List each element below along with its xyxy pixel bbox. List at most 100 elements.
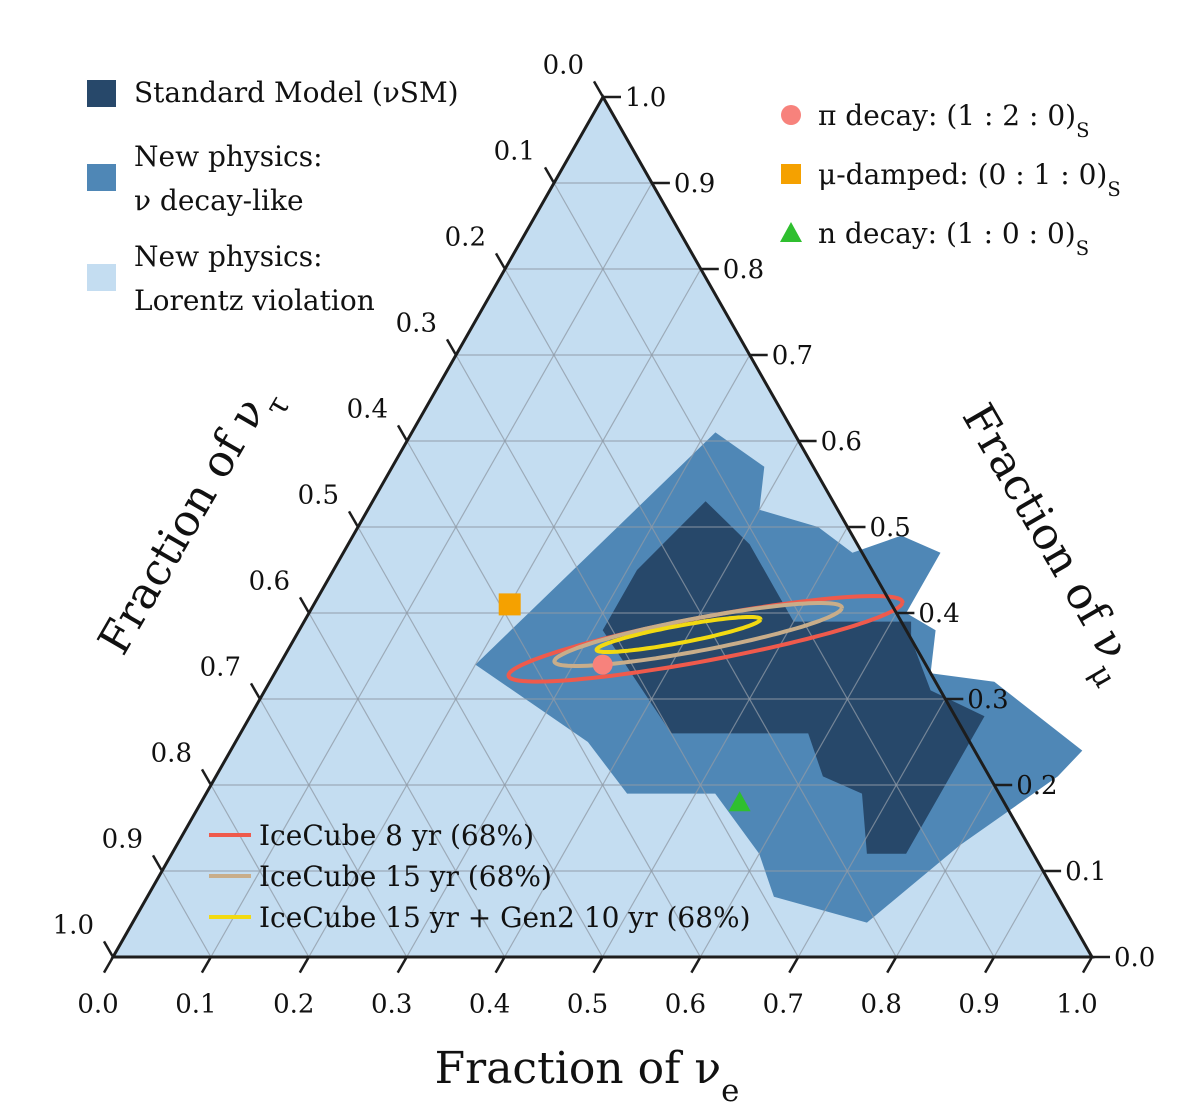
legend-swatch [87, 164, 116, 191]
tick-tau [543, 166, 556, 184]
grid-line-tau [553, 182, 995, 958]
points-layer [498, 593, 751, 812]
tick-label-e: 0.8 [861, 990, 902, 1020]
tick-label-mu: 0.3 [967, 685, 1008, 715]
tick-label-e: 0.0 [77, 990, 118, 1020]
legend-swatch [87, 264, 116, 291]
tick-e [396, 956, 408, 974]
grid-line-e [699, 612, 897, 958]
legend-label-contour: IceCube 15 yr (68%) [259, 860, 552, 893]
grid-line-e [895, 784, 995, 958]
grid-layer [161, 182, 1044, 958]
contour-icecube-15-yr-68- [552, 601, 844, 668]
legend-swatch [87, 80, 116, 107]
tick-label-e: 0.7 [763, 990, 804, 1020]
tick-label-mu: 0.6 [821, 427, 862, 457]
tick-e [1081, 956, 1094, 974]
tick-label-mu: 0.0 [1114, 943, 1155, 973]
grid-line-e [406, 354, 751, 958]
tick-label-mu: 0.7 [772, 341, 813, 371]
tick-label-tau: 0.6 [249, 566, 290, 596]
tick-e [886, 956, 898, 974]
legend-label-point: n decay: (1 : 0 : 0)S [818, 217, 1089, 260]
region-standard-model-sm- [602, 501, 985, 854]
tick-label-tau: 0.7 [200, 652, 241, 682]
legend-label-point: π decay: (1 : 2 : 0)S [818, 99, 1090, 142]
legend-label-contour: IceCube 8 yr (68%) [259, 819, 534, 852]
tick-e [592, 956, 604, 974]
tick-label-e: 0.4 [469, 990, 510, 1020]
legend-layer: Standard Model (νSM) New physics: ν decay-… [87, 76, 1121, 934]
tick-e [494, 956, 506, 974]
grid-line-tau [357, 526, 604, 958]
legend-label-contour: IceCube 15 yr + Gen2 10 yr (68%) [259, 901, 751, 934]
tick-e [984, 956, 996, 974]
tick-tau [200, 768, 213, 786]
legend-label-region: Standard Model (νSM) [134, 76, 459, 109]
tick-label-tau: 0.1 [494, 136, 535, 166]
tick-e [102, 956, 115, 974]
tick-label-tau: 0.9 [102, 824, 143, 854]
tick-label-mu: 0.1 [1065, 857, 1106, 887]
tick-e [788, 956, 800, 974]
axis-title-tau: Fraction of ντ [88, 375, 297, 671]
tick-e [200, 956, 212, 974]
point-triangle [728, 791, 751, 812]
legend-label-region: ν decay-like [134, 184, 304, 217]
grid-line-e [601, 526, 849, 958]
tick-label-e: 0.3 [371, 990, 412, 1020]
tick-label-mu: 1.0 [625, 83, 666, 113]
legend-marker-square [781, 164, 801, 184]
grid-line-e [797, 698, 946, 958]
grid-line-e [993, 870, 1044, 958]
legend-label-region: New physics: [134, 240, 323, 273]
grid-line-tau [455, 354, 799, 958]
axis-title-mu: Fraction of νμ [939, 395, 1149, 693]
contour-icecube-15-yr-gen2-10-yr-68- [594, 615, 763, 654]
tick-label-mu: 0.2 [1016, 771, 1057, 801]
grid-line-tau [308, 612, 506, 958]
tick-label-mu: 0.9 [674, 169, 715, 199]
axis-title-e: Fraction of νe [435, 1043, 740, 1106]
tick-label-tau: 0.5 [298, 480, 339, 510]
legend-label-region: New physics: [134, 140, 323, 173]
tick-tau [102, 940, 115, 958]
legend-label-point: μ-damped: (0 : 1 : 0)S [818, 158, 1121, 201]
grid-line-tau [259, 698, 408, 958]
tick-label-e: 0.6 [665, 990, 706, 1020]
tick-label-tau: 0.2 [445, 222, 486, 252]
tick-label-e: 1.0 [1056, 990, 1097, 1020]
tick-label-mu: 0.8 [723, 255, 764, 285]
grid-line-tau [161, 870, 212, 958]
tick-label-tau: 0.0 [543, 50, 584, 80]
tick-label-tau: 0.3 [396, 308, 437, 338]
ticks-layer: 0.0 0.1 0.2 0.3 0.4 0.5 0.6 0.7 0.8 0.9 1.0 0.0 0.1 0… [53, 50, 1156, 1019]
tick-tau [592, 80, 605, 98]
tick-label-tau: 0.4 [347, 394, 388, 424]
tick-label-tau: 0.8 [151, 738, 192, 768]
grid-line-tau [210, 784, 310, 958]
tick-label-e: 0.5 [567, 990, 608, 1020]
contour-layer [506, 594, 905, 684]
tick-tau [347, 510, 360, 528]
tick-tau [151, 854, 164, 872]
legend-label-region: Lorentz violation [134, 284, 375, 317]
tick-label-mu: 0.4 [918, 599, 959, 629]
contour-icecube-8-yr-68- [506, 594, 905, 684]
tick-label-mu: 0.5 [870, 513, 911, 543]
tick-label-e: 0.9 [958, 990, 999, 1020]
tick-label-e: 0.1 [175, 990, 216, 1020]
tick-tau [396, 424, 409, 442]
tick-tau [445, 338, 458, 356]
tick-tau [298, 596, 311, 614]
grid-line-e [210, 182, 653, 958]
tick-tau [494, 252, 507, 270]
legend-marker-circle [781, 105, 801, 125]
legend-marker-triangle [780, 222, 802, 242]
tick-e [298, 956, 310, 974]
tick-label-tau: 1.0 [53, 910, 94, 940]
point-circle [592, 654, 613, 675]
tick-tau [249, 682, 262, 700]
tick-label-e: 0.2 [273, 990, 314, 1020]
